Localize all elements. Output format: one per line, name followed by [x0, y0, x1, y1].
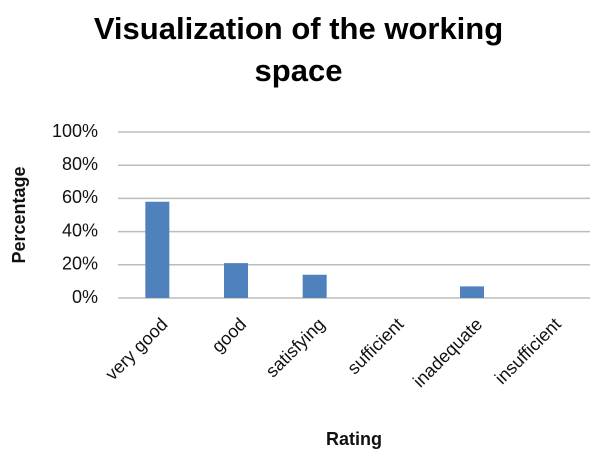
y-axis-title: Percentage: [9, 166, 29, 263]
bar: [302, 274, 327, 298]
bar: [145, 201, 170, 298]
x-tick-label: good: [208, 314, 250, 356]
y-tick-label: 100%: [52, 121, 98, 141]
y-tick-label: 0%: [72, 287, 98, 307]
x-tick-label: insufficient: [491, 314, 565, 388]
x-tick-label: inadequate: [409, 314, 486, 391]
x-tick-label: sufficient: [343, 314, 407, 378]
x-tick-label: satisfying: [262, 314, 329, 381]
bar: [460, 286, 484, 298]
chart-title: Visualization of the working space: [93, 11, 504, 88]
y-tick-label: 80%: [62, 154, 98, 174]
y-tick-label: 40%: [62, 220, 98, 240]
y-tick-label: 60%: [62, 187, 98, 207]
y-tick-label: 20%: [62, 254, 98, 274]
x-axis-title: Rating: [326, 429, 382, 449]
bar: [224, 263, 248, 298]
x-tick-label: very good: [101, 314, 171, 384]
